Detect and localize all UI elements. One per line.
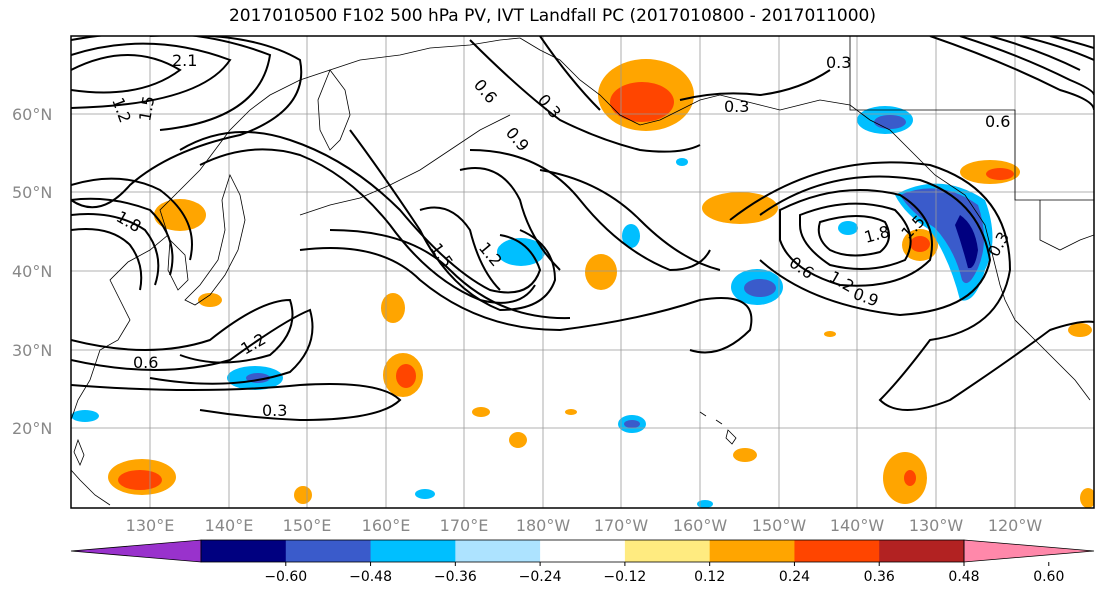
lon-label: 160°W bbox=[673, 516, 728, 535]
lon-label: 130°W bbox=[909, 516, 964, 535]
colorbar-tick-label: −0.24 bbox=[519, 569, 562, 585]
colorbar: −0.60 −0.48 −0.36 −0.24 −0.12 0.12 0.24 0.36 0.4… bbox=[70, 539, 1095, 585]
colorbar-segment bbox=[879, 540, 965, 562]
lon-label: 140°E bbox=[205, 516, 254, 535]
map-border bbox=[70, 35, 1095, 509]
colorbar-tick-label: −0.36 bbox=[434, 569, 477, 585]
contour-label: 0.3 bbox=[724, 97, 749, 116]
colorbar-segment bbox=[540, 540, 626, 562]
colorbar-tick-label: 0.12 bbox=[694, 569, 725, 585]
lat-label: 40°N bbox=[12, 262, 52, 281]
lon-label: 120°W bbox=[988, 516, 1043, 535]
lon-label: 160°E bbox=[362, 516, 411, 535]
contour-label: 2.1 bbox=[172, 51, 197, 70]
colorbar-outline bbox=[200, 539, 965, 563]
pv-contours bbox=[71, 36, 1094, 422]
longitude-labels: 130°E 140°E 150°E 160°E 170°E 180°W 170°… bbox=[126, 516, 1043, 535]
graticule bbox=[71, 36, 1094, 508]
contour-label: 0.3 bbox=[826, 53, 851, 72]
colorbar-tick-label: −0.60 bbox=[264, 569, 307, 585]
colorbar-segment bbox=[794, 540, 880, 562]
colorbar-extend-max bbox=[963, 539, 1095, 563]
map-title: 2017010500 F102 500 hPa PV, IVT Landfall… bbox=[228, 6, 876, 26]
contour-label: 1.5 bbox=[135, 94, 158, 122]
lon-label: 170°E bbox=[440, 516, 489, 535]
contour-label: 0.6 bbox=[985, 112, 1010, 131]
colorbar-segment bbox=[370, 540, 456, 562]
coastlines bbox=[71, 36, 1094, 506]
anomaly-shading bbox=[71, 59, 1094, 508]
lat-label: 50°N bbox=[12, 183, 52, 202]
colorbar-tick-label: 0.24 bbox=[779, 569, 810, 585]
lat-label: 60°N bbox=[12, 105, 52, 124]
colorbar-tick-label: 0.36 bbox=[864, 569, 895, 585]
latitude-labels: 60°N 50°N 40°N 30°N 20°N bbox=[12, 105, 52, 438]
lon-label: 130°E bbox=[126, 516, 175, 535]
lon-label: 150°E bbox=[283, 516, 332, 535]
contour-label: 0.6 bbox=[133, 353, 158, 372]
map-frame bbox=[71, 36, 1094, 508]
colorbar-tick-label: 0.48 bbox=[948, 569, 979, 585]
lat-label: 20°N bbox=[12, 419, 52, 438]
contour-label: 0.3 bbox=[262, 401, 287, 420]
colorbar-segment bbox=[455, 540, 541, 562]
colorbar-segment bbox=[709, 540, 795, 562]
colorbar-segment bbox=[201, 540, 287, 562]
lon-label: 170°W bbox=[594, 516, 649, 535]
lon-label: 140°W bbox=[830, 516, 885, 535]
colorbar-segment bbox=[624, 540, 711, 562]
lat-label: 30°N bbox=[12, 341, 52, 360]
colorbar-segment bbox=[285, 540, 372, 562]
colorbar-tick-label: 0.60 bbox=[1033, 569, 1064, 585]
lon-label: 150°W bbox=[752, 516, 807, 535]
lon-label: 180°W bbox=[516, 516, 571, 535]
colorbar-tick-label: −0.12 bbox=[603, 569, 646, 585]
colorbar-extend-min bbox=[70, 539, 202, 563]
colorbar-tick-label: −0.48 bbox=[349, 569, 392, 585]
